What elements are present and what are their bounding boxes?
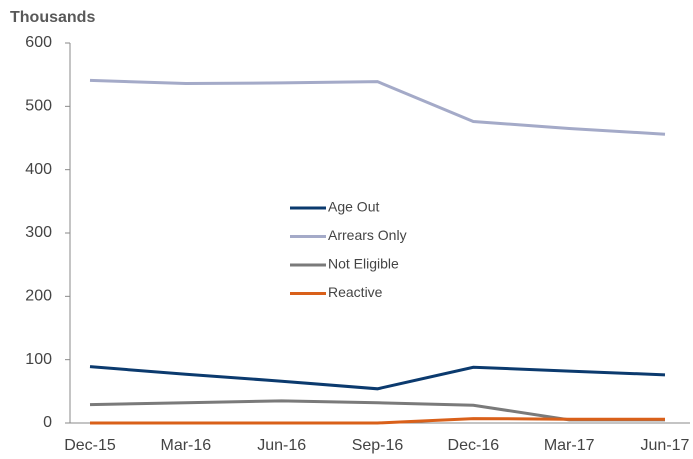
y-tick-label: 300 [25,224,52,241]
series-line [89,365,666,391]
y-tick-label: 400 [25,161,52,178]
legend-label: Reactive [328,284,383,300]
x-tick-label: Dec-15 [64,437,116,454]
y-tick-label: 500 [25,98,52,115]
legend-label: Age Out [328,199,379,215]
x-tick-label: Mar-17 [544,437,595,454]
legend-label: Not Eligible [328,256,399,272]
series-line [89,399,665,422]
legend-label: Arrears Only [328,227,407,243]
x-tick-label: Dec-16 [448,437,500,454]
y-axis-label: Thousands [10,9,95,26]
x-tick-label: Mar-16 [160,437,211,454]
x-tick-label: Sep-16 [352,437,404,454]
x-tick-label: Jun-17 [641,437,690,454]
x-tick-label: Jun-16 [257,437,306,454]
y-tick-label: 0 [43,414,52,431]
series-line [89,78,666,136]
y-tick-label: 100 [25,351,52,368]
y-tick-label: 200 [25,288,52,305]
series-line [90,417,665,425]
y-tick-label: 600 [25,34,52,51]
